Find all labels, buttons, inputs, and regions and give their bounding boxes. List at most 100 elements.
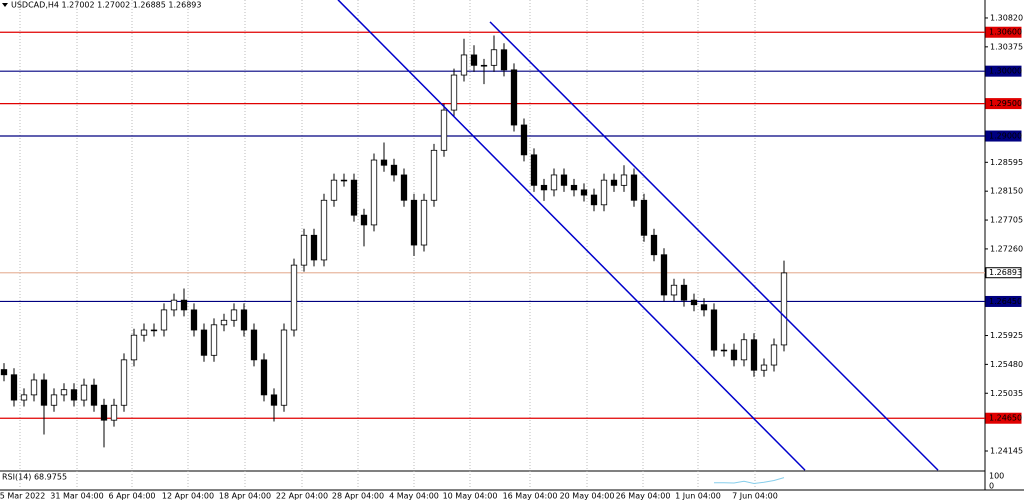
rsi-label: RSI(14) 68.9755 (2, 473, 67, 482)
x-tick-label: 16 May 04:00 (503, 492, 558, 501)
candle-body (710, 309, 718, 351)
x-tick-label: 1 Jun 04:00 (675, 492, 721, 501)
trendline (489, 21, 939, 471)
candle-body (480, 64, 488, 67)
candle-body (170, 299, 178, 311)
candle-body (440, 109, 448, 151)
candle-body (560, 174, 568, 186)
x-tick-label: 18 Apr 04:00 (219, 492, 271, 501)
candle-body (280, 329, 288, 406)
candle-body (290, 264, 298, 331)
candle-body (370, 159, 378, 226)
candle-body (510, 69, 518, 126)
level-label-box (985, 130, 1022, 142)
x-tick-label: 25 Mar 2022 (0, 492, 45, 501)
level-label: 1.26893 (989, 268, 1022, 277)
candle-body (760, 364, 768, 371)
x-tick-label: 20 May 04:00 (560, 492, 615, 501)
chart-title: USDCAD,H4 1.27002 1.27002 1.26885 1.2689… (11, 1, 201, 10)
candle-body (220, 319, 228, 326)
level-label: 1.29000 (989, 132, 1022, 141)
menu-arrow (2, 3, 8, 7)
y-tick-label: 1.30375 (990, 42, 1023, 51)
candle-body (340, 179, 348, 182)
candle-body (380, 159, 388, 166)
candle-body (160, 309, 168, 331)
candle-body (650, 234, 658, 256)
x-tick-label: 28 Apr 04:00 (332, 492, 384, 501)
candle-body (260, 359, 268, 396)
candle-body (420, 199, 428, 246)
candle-body (460, 54, 468, 76)
candle-body (130, 334, 138, 361)
candle-body (200, 329, 208, 356)
candle-body (470, 54, 478, 66)
candle-body (400, 174, 408, 201)
candle-body (780, 272, 788, 346)
candle-body (520, 124, 528, 156)
rsi-tick-label: 0 (989, 482, 994, 491)
candle-body (610, 179, 618, 186)
candle-body (430, 149, 438, 201)
candle-body (390, 164, 398, 176)
candle-body (110, 404, 118, 421)
candle-body (770, 344, 778, 366)
candle-body (580, 189, 588, 196)
candle-body (310, 234, 318, 261)
y-tick-label: 1.25480 (990, 360, 1023, 369)
level-label-box (985, 267, 1022, 279)
candle-body (570, 184, 578, 191)
level-label: 1.24650 (989, 414, 1022, 423)
candle-body (410, 199, 418, 246)
candle-body (490, 49, 498, 66)
candle-body (730, 349, 738, 361)
candle-body (230, 309, 238, 321)
candle-body (330, 179, 338, 201)
candle-body (100, 404, 108, 421)
level-label-box (985, 98, 1022, 110)
y-tick-label: 1.27260 (990, 244, 1023, 253)
candle-body (530, 154, 538, 186)
candle-body (250, 329, 258, 361)
candle-body (240, 309, 248, 331)
candle-body (150, 329, 158, 332)
level-label-box (985, 412, 1022, 424)
candle-body (10, 374, 18, 401)
x-tick-label: 31 Mar 04:00 (50, 492, 103, 501)
candle-body (60, 389, 68, 396)
candle-body (40, 379, 48, 406)
candle-body (640, 199, 648, 236)
x-tick-label: 4 May 04:00 (389, 492, 439, 501)
candle-body (600, 179, 608, 206)
trendline (337, 0, 806, 471)
candle-body (300, 234, 308, 266)
candle-body (720, 349, 728, 352)
candle-body (630, 174, 638, 201)
x-tick-label: 10 May 04:00 (443, 492, 498, 501)
level-label: 1.26450 (989, 297, 1022, 306)
rsi-line (714, 477, 785, 485)
x-tick-label: 7 Jun 04:00 (732, 492, 778, 501)
candle-body (180, 299, 188, 311)
candle-body (700, 304, 708, 311)
y-tick-label: 1.27705 (990, 216, 1023, 225)
x-tick-label: 26 May 04:00 (616, 492, 671, 501)
candle-body (750, 339, 758, 371)
x-tick-label: 12 Apr 04:00 (162, 492, 214, 501)
candle-body (190, 309, 198, 331)
level-label-box (985, 295, 1022, 307)
candle-body (740, 339, 748, 361)
level-label: 1.29500 (989, 99, 1022, 108)
candle-body (500, 49, 508, 71)
y-tick-label: 1.30820 (990, 13, 1023, 22)
y-tick-label: 1.25035 (990, 389, 1023, 398)
candle-body (690, 299, 698, 306)
candle-body (270, 394, 278, 406)
level-label: 1.30000 (989, 67, 1022, 76)
candle-body (120, 359, 128, 406)
candle-body (620, 174, 628, 186)
candle-body (30, 379, 38, 396)
y-tick-label: 1.25925 (990, 331, 1023, 340)
y-tick-label: 1.28595 (990, 158, 1023, 167)
